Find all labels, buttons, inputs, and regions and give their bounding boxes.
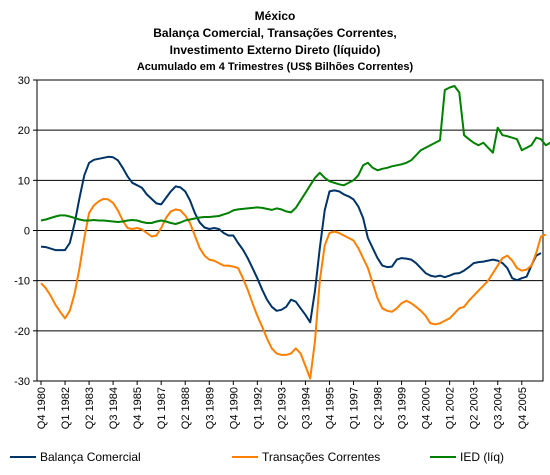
x-tick-label: Q1 2002 — [445, 387, 457, 429]
x-tick-label: Q4 2005 — [517, 387, 529, 429]
y-tick-label: 0 — [24, 226, 30, 238]
y-tick-label: -10 — [14, 276, 30, 288]
x-tick-label: Q1 1997 — [349, 387, 361, 429]
x-tick-label: Q1 1987 — [156, 387, 168, 429]
x-tick-label: Q2 1993 — [276, 387, 288, 429]
x-tick-label: Q4 2000 — [421, 387, 433, 429]
legend-label: Transações Correntes — [262, 450, 380, 464]
series-line-1 — [40, 155, 542, 324]
y-tick-label: 10 — [18, 175, 30, 187]
y-tick-label: 20 — [18, 125, 30, 137]
x-tick-label: Q3 1999 — [397, 387, 409, 429]
series-layer — [40, 85, 550, 380]
x-tick-label: Q3 1994 — [300, 387, 312, 429]
chart-title-line-1: México — [255, 9, 296, 23]
x-tick-label: Q4 1980 — [36, 387, 48, 429]
x-tick-label: Q4 1995 — [324, 387, 336, 429]
grid-lines — [37, 129, 543, 332]
x-tick-label: Q2 1983 — [84, 387, 96, 429]
chart-title: México Balança Comercial, Transações Cor… — [137, 9, 414, 73]
x-tick-label: Q3 1984 — [108, 387, 120, 429]
chart-title-line-2: Balança Comercial, Transações Correntes, — [153, 26, 396, 40]
x-tick-label: Q2 1988 — [180, 387, 192, 429]
x-tick-label: Q4 1990 — [228, 387, 240, 429]
legend-label: Balança Comercial — [40, 450, 141, 464]
y-axis: -30 -20 -10 0 10 20 30 — [14, 75, 37, 388]
legend: Balança Comercial Transações Correntes IED… — [10, 450, 504, 464]
series-line-3 — [40, 85, 550, 225]
x-tick-label: Q1 1992 — [252, 387, 264, 429]
x-tick-label: Q2 2003 — [469, 387, 481, 429]
x-tick-label: Q2 1998 — [373, 387, 385, 429]
x-axis: Q4 1980 Q1 1982 Q2 1983 Q3 1984 Q4 1985 Q1 19… — [36, 381, 529, 429]
y-tick-label: -30 — [14, 376, 30, 388]
chart-title-line-3: Investimento Externo Direto (líquido) — [170, 43, 381, 57]
x-tick-label: Q3 1989 — [204, 387, 216, 429]
legend-label: IED (líq) — [460, 450, 504, 464]
y-tick-label: -20 — [14, 326, 30, 338]
x-tick-label: Q1 1982 — [60, 387, 72, 429]
y-tick-label: 30 — [18, 75, 30, 87]
x-tick-label: Q3 2004 — [493, 387, 505, 429]
series-line-2 — [40, 197, 547, 380]
chart-subtitle: Acumulado em 4 Trimestres (US$ Bilhões C… — [137, 61, 414, 73]
x-tick-label: Q4 1985 — [132, 387, 144, 429]
